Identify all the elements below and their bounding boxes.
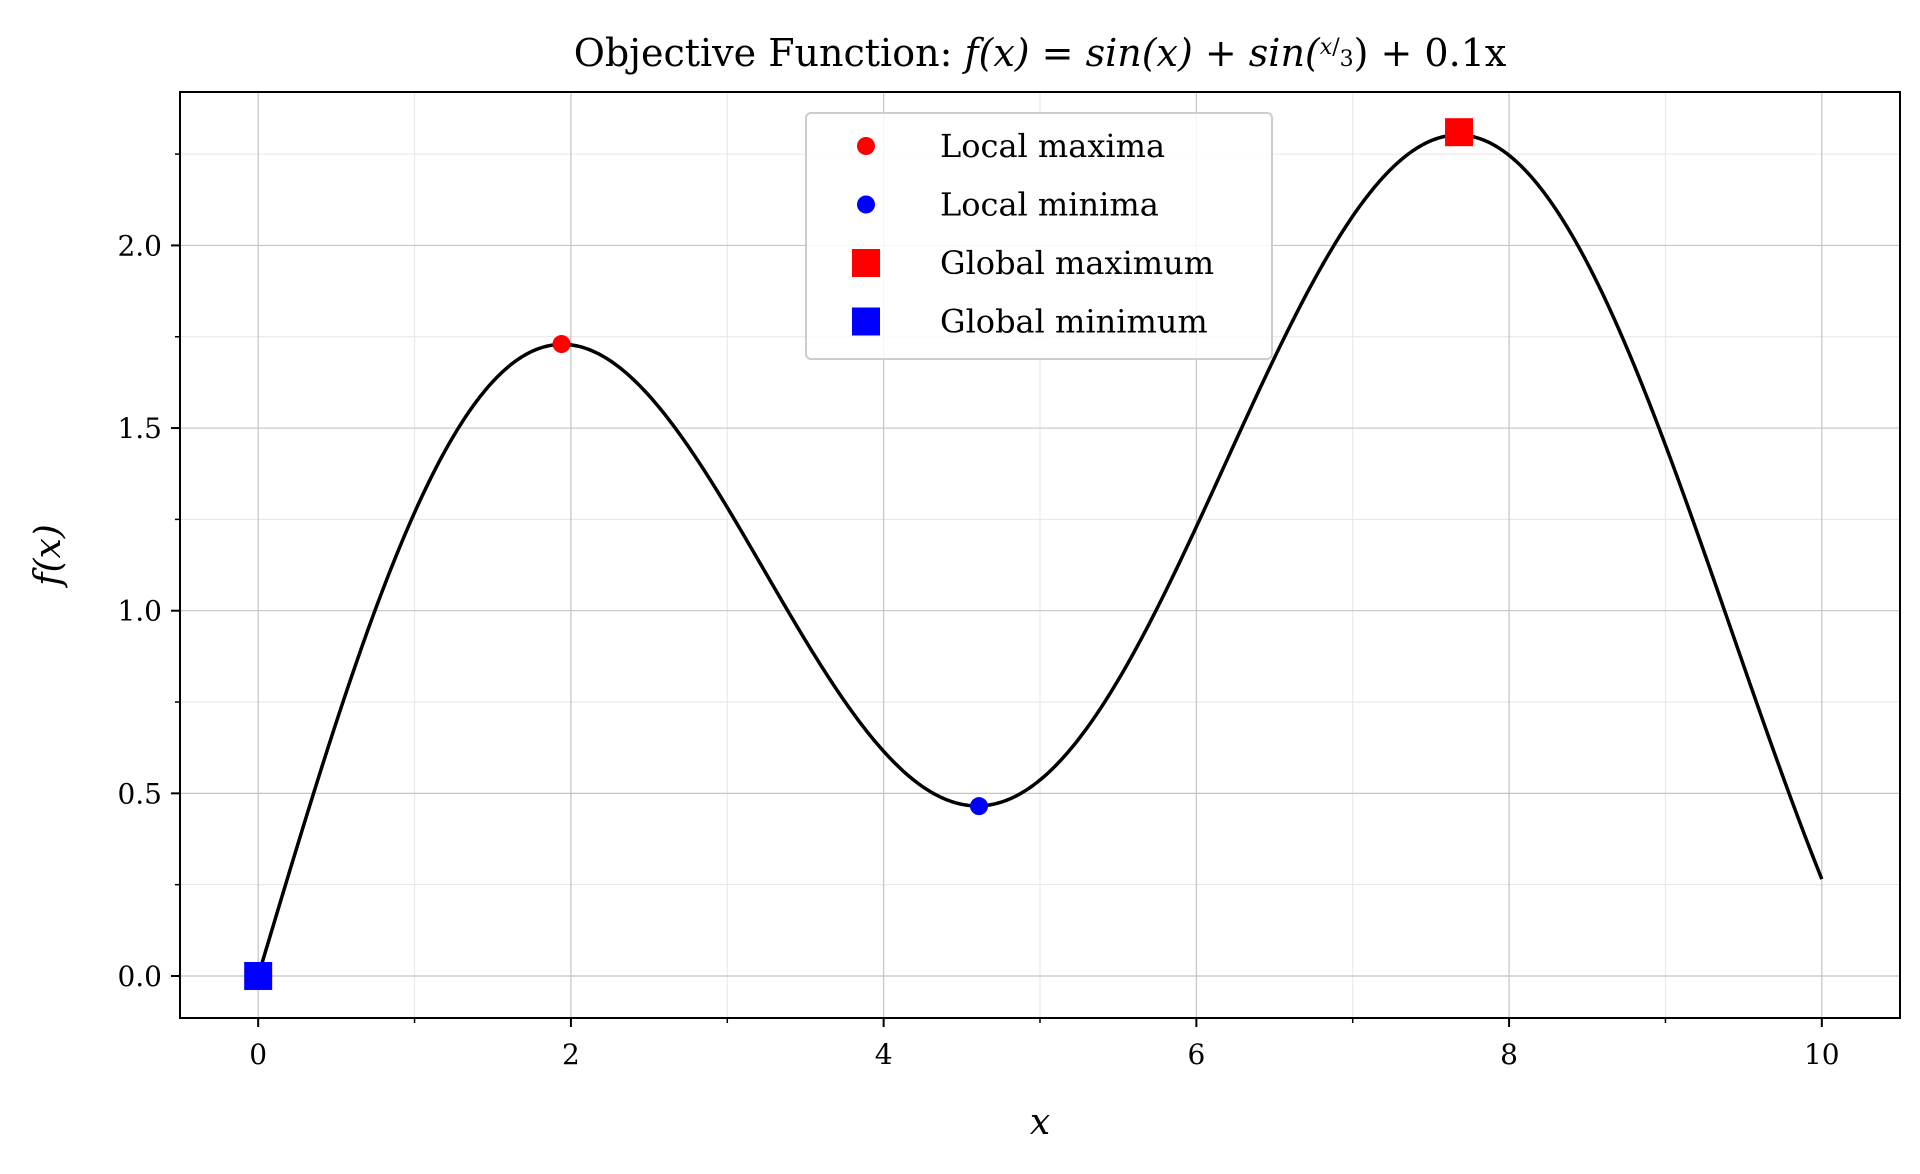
function-curve <box>256 133 1824 977</box>
legend-marker-global-minimum <box>852 307 880 336</box>
y-tick-label: 1.0 <box>117 595 162 628</box>
ticks: 0 2 4 6 8 10 0.0 0.5 1.0 1.5 2.0 <box>117 153 1840 1071</box>
marker-local-minima <box>970 797 989 816</box>
legend-label-local-minima: Local minima <box>940 186 1159 224</box>
x-tick-label: 4 <box>875 1038 893 1071</box>
legend-marker-local-minima <box>857 195 875 214</box>
title-prefix: Objective Function: <box>574 31 965 75</box>
title-function: f(x) = sin(x) + sin( <box>961 31 1320 75</box>
legend-frame <box>805 112 1273 360</box>
grid <box>180 92 1900 1018</box>
x-tick-label: 10 <box>1804 1038 1840 1071</box>
y-axis-label: f(x) <box>28 524 69 589</box>
x-tick-label: 2 <box>562 1038 580 1071</box>
title-tail: ) + 0.1x <box>1354 31 1507 75</box>
x-tick-label: 0 <box>249 1038 267 1071</box>
marker-global-minimum <box>244 961 273 990</box>
y-tick-label: 2.0 <box>117 229 162 262</box>
y-tick-label: 0.5 <box>117 777 162 810</box>
legend-label-global-minimum: Global minimum <box>940 303 1208 341</box>
legend: Local maxima Local minima Global maximum Gl… <box>805 112 1273 360</box>
legend-marker-global-maximum <box>852 249 880 277</box>
title-frac-den: 3 <box>1340 47 1354 72</box>
marker-layer <box>244 118 1474 990</box>
x-tick-label: 8 <box>1500 1038 1518 1071</box>
legend-label-global-maximum: Global maximum <box>940 244 1214 282</box>
y-tick-label: 0.0 <box>117 960 162 993</box>
title-frac-bar: / <box>1332 35 1340 60</box>
x-axis-label: x <box>1030 1102 1050 1143</box>
title-frac-num: x <box>1320 35 1333 60</box>
legend-label-local-maxima: Local maxima <box>940 127 1165 165</box>
marker-global-maximum <box>1445 118 1474 147</box>
labels: Objective Function: f(x) = sin(x) + sin(… <box>28 31 1506 1143</box>
marker-local-maxima <box>552 335 571 354</box>
legend-marker-local-maxima <box>857 137 875 155</box>
x-tick-label: 6 <box>1187 1038 1205 1071</box>
chart-title: Objective Function: f(x) = sin(x) + sin(… <box>574 31 1507 75</box>
y-tick-label: 1.5 <box>117 412 162 445</box>
curve-layer <box>256 133 1824 977</box>
